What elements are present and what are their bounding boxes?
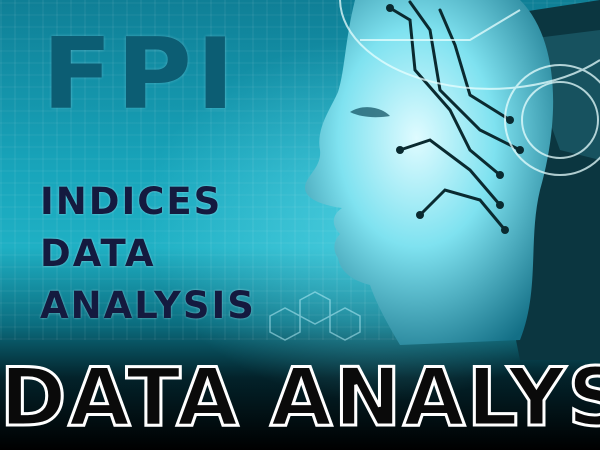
subtitle-line-2: DATA bbox=[40, 232, 156, 275]
subtitle-line-1: INDICES bbox=[40, 180, 223, 223]
brand-title: FPI bbox=[42, 18, 239, 132]
subtitle-line-3: ANALYSIS bbox=[40, 284, 256, 327]
subtitle-block: INDICES DATA ANALYSIS bbox=[40, 176, 256, 332]
bottom-headline: DATA ANALYSIS bbox=[0, 351, 600, 444]
